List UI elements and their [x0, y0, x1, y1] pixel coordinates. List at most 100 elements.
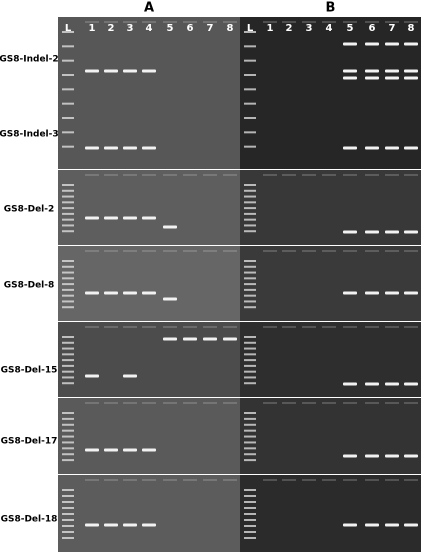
- dna-band: [343, 69, 357, 73]
- ladder-band: [62, 212, 74, 215]
- well: [385, 402, 399, 404]
- well: [104, 174, 118, 176]
- well: [282, 250, 296, 252]
- well: [142, 174, 156, 176]
- ladder-band: [244, 145, 256, 148]
- ladder-band: [62, 412, 74, 414]
- lane-label: 6: [369, 23, 376, 34]
- ladder-band: [62, 495, 74, 497]
- well: [183, 174, 197, 176]
- dna-band: [404, 523, 418, 527]
- lane-label: 2: [286, 23, 293, 34]
- lane-label: 8: [408, 23, 415, 34]
- gel-block: [58, 322, 240, 397]
- panel-label: A: [144, 1, 154, 16]
- well: [142, 21, 156, 23]
- well: [104, 21, 118, 23]
- ladder-band: [244, 265, 256, 268]
- gel-block: [240, 322, 421, 397]
- ladder-band: [244, 537, 256, 539]
- lane-label: 5: [347, 23, 354, 34]
- ladder-band: [62, 382, 74, 385]
- dna-band: [385, 146, 399, 150]
- dna-band: [365, 230, 379, 234]
- dna-band: [163, 225, 177, 229]
- well: [183, 402, 197, 404]
- dna-band: [365, 523, 379, 527]
- well: [163, 326, 177, 328]
- ladder-band: [62, 277, 74, 280]
- well: [85, 402, 99, 404]
- dna-band: [404, 42, 418, 46]
- well: [365, 479, 379, 481]
- well: [183, 250, 197, 252]
- ladder-band: [244, 271, 256, 274]
- dna-band: [343, 42, 357, 46]
- ladder-band: [62, 300, 74, 303]
- ladder-band: [62, 531, 74, 533]
- lane-label: 3: [127, 23, 134, 34]
- ladder-band: [62, 453, 74, 456]
- ladder-band: [244, 382, 256, 385]
- gel-block: [58, 398, 240, 474]
- ladder-band: [62, 525, 74, 527]
- well: [343, 402, 357, 404]
- ladder-band: [244, 359, 256, 362]
- well: [302, 21, 316, 23]
- dna-band: [365, 382, 379, 386]
- well: [123, 250, 137, 252]
- dna-band: [123, 69, 137, 73]
- well: [322, 326, 336, 328]
- dna-band: [343, 523, 357, 527]
- dna-band: [385, 291, 399, 295]
- dna-band: [85, 69, 99, 73]
- dna-band: [123, 146, 137, 150]
- well: [343, 250, 357, 252]
- row-label: GS8-Del-8: [4, 281, 55, 291]
- dna-band: [404, 76, 418, 80]
- well: [365, 326, 379, 328]
- well: [302, 174, 316, 176]
- ladder-band: [244, 525, 256, 527]
- ladder-band: [62, 260, 74, 262]
- panel-label: B: [326, 1, 336, 16]
- lane-label: L: [247, 23, 254, 34]
- dna-band: [365, 76, 379, 80]
- dna-band: [142, 448, 156, 452]
- well: [404, 326, 418, 328]
- well: [263, 174, 277, 176]
- well: [263, 250, 277, 252]
- well: [203, 21, 217, 23]
- well: [163, 402, 177, 404]
- dna-band: [104, 523, 118, 527]
- dna-band: [85, 216, 99, 220]
- dna-band: [123, 216, 137, 220]
- ladder-band: [62, 336, 74, 338]
- well: [142, 479, 156, 481]
- well: [163, 174, 177, 176]
- ladder-band: [62, 507, 74, 509]
- well: [404, 21, 418, 23]
- well: [123, 479, 137, 481]
- well: [104, 479, 118, 481]
- gel-block: [58, 246, 240, 321]
- dna-band: [385, 523, 399, 527]
- ladder-band: [244, 59, 256, 62]
- dna-band: [404, 230, 418, 234]
- ladder-band: [62, 131, 74, 134]
- dna-band: [385, 382, 399, 386]
- ladder-band: [62, 376, 74, 379]
- ladder-band: [62, 195, 74, 198]
- well: [322, 479, 336, 481]
- dna-band: [385, 230, 399, 234]
- dna-band: [385, 69, 399, 73]
- well: [404, 479, 418, 481]
- dna-band: [104, 216, 118, 220]
- ladder-band: [244, 88, 256, 91]
- well: [302, 479, 316, 481]
- ladder-band: [244, 102, 256, 105]
- ladder-band: [62, 294, 74, 297]
- ladder-band: [62, 347, 74, 350]
- dna-band: [104, 291, 118, 295]
- ladder-band: [244, 495, 256, 497]
